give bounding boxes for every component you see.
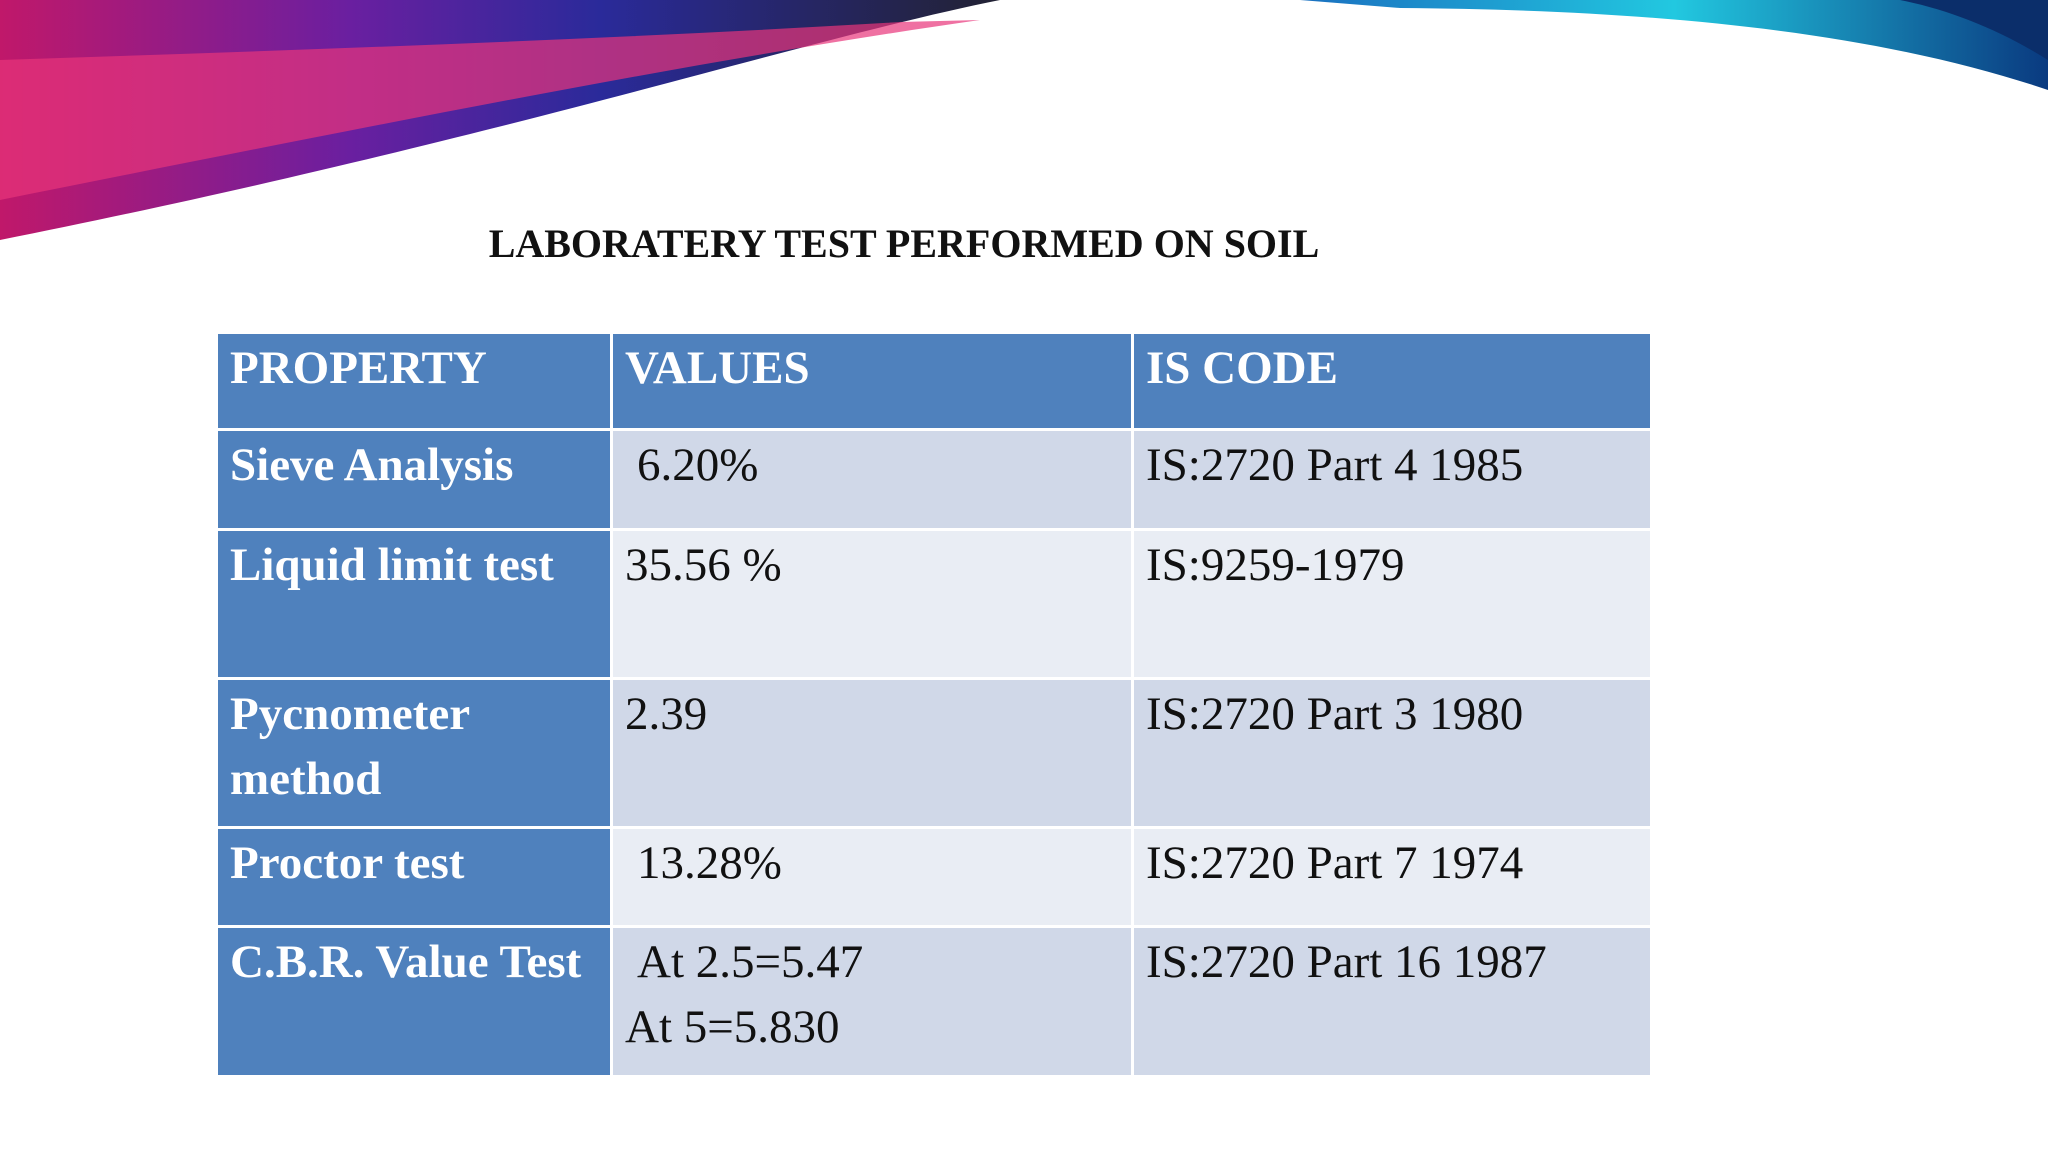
code-cell: IS:9259-1979 bbox=[1134, 531, 1650, 677]
swoosh bbox=[0, 20, 980, 200]
property-cell: Proctor test bbox=[218, 829, 610, 925]
property-cell: C.B.R. Value Test bbox=[218, 928, 610, 1075]
property-cell: Sieve Analysis bbox=[218, 431, 610, 528]
code-cell: IS:2720 Part 3 1980 bbox=[1134, 680, 1650, 826]
header-cell: IS CODE bbox=[1134, 334, 1650, 428]
decoration bbox=[0, 0, 2048, 240]
value-cell: 13.28% bbox=[613, 829, 1131, 925]
value-cell: 35.56 % bbox=[613, 531, 1131, 677]
property-cell: Liquid limit test bbox=[218, 531, 610, 677]
table: PROPERTY VALUES IS CODE Sieve Analysis 6… bbox=[218, 334, 1650, 1075]
swoosh bbox=[1300, 0, 2048, 90]
code-cell: IS:2720 Part 4 1985 bbox=[1134, 431, 1650, 528]
header-cell: VALUES bbox=[613, 334, 1131, 428]
swoosh bbox=[1900, 0, 2048, 60]
code-cell: IS:2720 Part 16 1987 bbox=[1134, 928, 1650, 1075]
value-cell: 2.39 bbox=[613, 680, 1131, 826]
header-cell: PROPERTY bbox=[218, 334, 610, 428]
title: LABORATERY TEST PERFORMED ON SOIL bbox=[488, 221, 1320, 266]
value-line: At 5=5.830 bbox=[625, 1001, 840, 1053]
value-cell: 6.20% bbox=[613, 431, 1131, 528]
value-line: At 2.5=5.47 bbox=[637, 936, 864, 988]
property-cell: Pycnometer method bbox=[218, 680, 610, 826]
value-cell: At 2.5=5.47 At 5=5.830 bbox=[613, 928, 1131, 1075]
code-cell: IS:2720 Part 7 1974 bbox=[1134, 829, 1650, 925]
